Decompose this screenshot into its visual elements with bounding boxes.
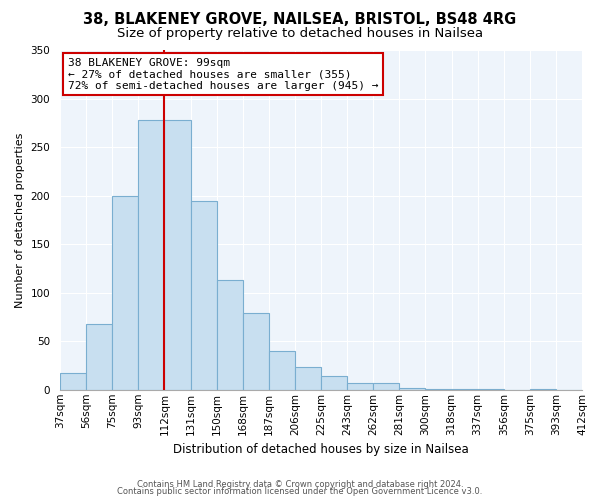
Bar	[425, 389, 452, 390]
Bar	[530, 389, 556, 390]
Bar	[295, 366, 321, 390]
Bar	[60, 372, 86, 390]
Bar	[191, 200, 217, 390]
Y-axis label: Number of detached properties: Number of detached properties	[15, 132, 25, 308]
Bar	[347, 383, 373, 390]
Bar	[86, 324, 112, 390]
Text: Contains public sector information licensed under the Open Government Licence v3: Contains public sector information licen…	[118, 488, 482, 496]
Text: 38, BLAKENEY GROVE, NAILSEA, BRISTOL, BS48 4RG: 38, BLAKENEY GROVE, NAILSEA, BRISTOL, BS…	[83, 12, 517, 28]
Bar	[139, 120, 164, 390]
Text: 38 BLAKENEY GROVE: 99sqm
← 27% of detached houses are smaller (355)
72% of semi-: 38 BLAKENEY GROVE: 99sqm ← 27% of detach…	[68, 58, 379, 91]
Bar	[400, 388, 425, 390]
Bar	[269, 351, 295, 390]
Text: Contains HM Land Registry data © Crown copyright and database right 2024.: Contains HM Land Registry data © Crown c…	[137, 480, 463, 489]
Bar	[243, 314, 269, 390]
Text: Size of property relative to detached houses in Nailsea: Size of property relative to detached ho…	[117, 28, 483, 40]
X-axis label: Distribution of detached houses by size in Nailsea: Distribution of detached houses by size …	[173, 443, 469, 456]
Bar	[112, 196, 139, 390]
Bar	[478, 389, 504, 390]
Bar	[373, 383, 400, 390]
Bar	[452, 389, 478, 390]
Bar	[164, 120, 191, 390]
Bar	[321, 376, 347, 390]
Bar	[217, 280, 243, 390]
